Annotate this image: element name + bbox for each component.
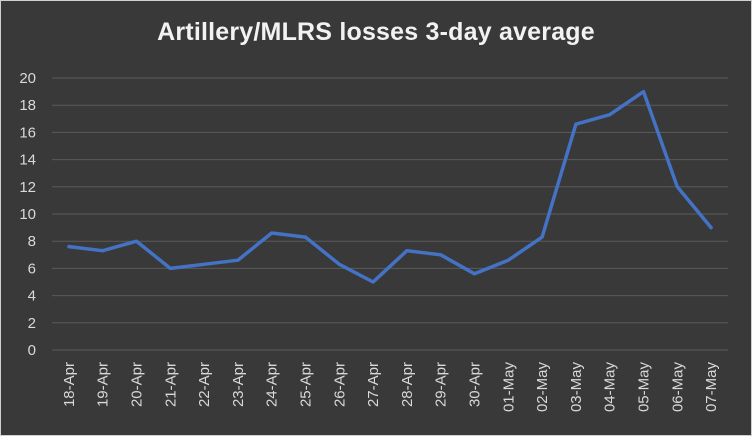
x-tick-label: 28-Apr <box>399 362 416 407</box>
data-point-04-May <box>608 113 612 117</box>
y-tick-label: 4 <box>28 288 36 305</box>
x-tick-label: 19-Apr <box>95 362 112 407</box>
series-group <box>67 89 713 284</box>
data-point-06-May <box>675 185 679 189</box>
y-tick-label: 18 <box>19 97 36 114</box>
data-point-20-Apr <box>135 239 138 243</box>
gridlines <box>52 77 728 351</box>
y-tick-label: 14 <box>19 152 36 169</box>
y-tick-label: 8 <box>28 233 36 250</box>
data-point-02-May <box>540 235 544 239</box>
x-tick-label: 24-Apr <box>264 362 281 407</box>
x-tick-label: 04-May <box>602 362 619 413</box>
y-tick-label: 0 <box>28 342 36 359</box>
data-point-27-Apr <box>371 280 375 284</box>
data-point-01-May <box>506 258 510 262</box>
data-point-22-Apr <box>202 262 206 266</box>
x-tick-label: 26-Apr <box>331 362 348 407</box>
data-point-25-Apr <box>304 235 307 239</box>
x-tick-label: 21-Apr <box>162 362 179 407</box>
x-tick-label: 03-May <box>568 362 585 413</box>
data-point-05-May <box>642 90 645 94</box>
x-tick-label: 02-May <box>534 362 551 413</box>
data-point-18-Apr <box>67 245 71 249</box>
x-tick-label: 23-Apr <box>230 362 247 407</box>
series-line-0 <box>67 89 713 284</box>
data-point-30-Apr <box>473 272 476 276</box>
y-tick-label: 12 <box>19 179 36 196</box>
x-tick-label: 05-May <box>636 362 653 413</box>
x-tick-label: 29-Apr <box>433 362 450 407</box>
y-tick-label: 16 <box>19 124 36 141</box>
y-tick-label: 6 <box>28 260 36 277</box>
data-point-19-Apr <box>101 249 105 253</box>
data-point-03-May <box>574 122 578 126</box>
x-tick-label: 27-Apr <box>365 362 382 407</box>
chart-title: Artillery/MLRS losses 3-day average <box>157 18 595 46</box>
y-tick-label: 20 <box>19 70 36 87</box>
x-tick-label: 18-Apr <box>61 362 78 407</box>
x-tick-label: 01-May <box>500 362 517 413</box>
x-tick-label: 07-May <box>703 362 720 413</box>
data-point-23-Apr <box>236 258 240 262</box>
data-point-21-Apr <box>168 266 172 270</box>
x-tick-label: 06-May <box>669 362 686 413</box>
x-tick-label: 22-Apr <box>196 362 213 407</box>
data-point-28-Apr <box>405 249 409 253</box>
x-axis-tick-labels: 18-Apr 19-Apr 20-Apr 21-Apr 22-Apr 23-Apr 24-A… <box>61 362 720 413</box>
data-point-26-Apr <box>337 262 341 266</box>
y-tick-label: 2 <box>28 315 36 332</box>
data-point-07-May <box>709 226 713 230</box>
y-tick-label: 10 <box>19 206 36 223</box>
data-point-29-Apr <box>439 253 443 257</box>
x-tick-label: 25-Apr <box>298 362 315 407</box>
x-tick-label: 20-Apr <box>129 362 146 407</box>
x-tick-label: 30-Apr <box>467 362 484 407</box>
y-axis-tick-labels: 0 2 4 6 8 10 12 14 16 18 20 <box>19 70 36 359</box>
data-point-24-Apr <box>270 231 274 235</box>
